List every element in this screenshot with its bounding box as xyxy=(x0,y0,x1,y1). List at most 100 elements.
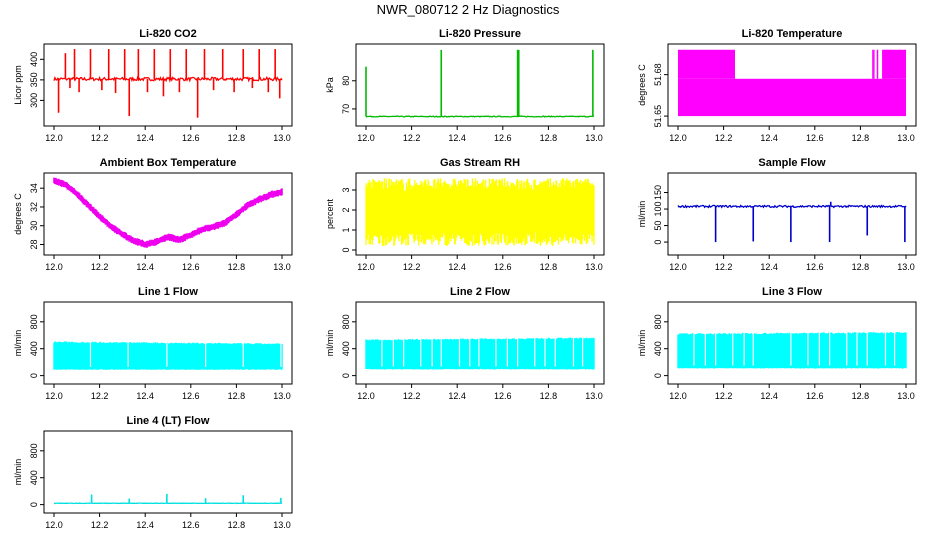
series-band-high xyxy=(882,50,906,79)
y-tick-label: 300 xyxy=(29,93,39,108)
x-tick-label: 13.0 xyxy=(585,391,603,401)
y-tick-label: 400 xyxy=(341,341,351,356)
panel-title: Li-820 Pressure xyxy=(439,28,521,40)
y-tick-label: 51.68 xyxy=(653,63,663,86)
y-axis-label: Licor ppm xyxy=(13,65,23,105)
x-tick-label: 12.6 xyxy=(182,262,200,272)
data-layer xyxy=(678,331,906,368)
y-tick-label: 800 xyxy=(29,443,39,458)
y-tick-label: 400 xyxy=(653,341,663,356)
panel-title: Sample Flow xyxy=(758,157,826,169)
x-tick-label: 12.0 xyxy=(45,391,63,401)
x-tick-label: 12.4 xyxy=(136,133,154,143)
x-tick-label: 13.0 xyxy=(273,262,291,272)
x-tick-label: 12.2 xyxy=(715,391,733,401)
data-layer xyxy=(54,494,282,504)
x-tick-label: 13.0 xyxy=(585,262,603,272)
x-tick-label: 12.0 xyxy=(357,133,375,143)
x-tick-label: 12.6 xyxy=(806,262,824,272)
panel-title: Gas Stream RH xyxy=(440,157,520,169)
x-tick-label: 12.4 xyxy=(448,391,466,401)
y-tick-label: 800 xyxy=(653,314,663,329)
x-tick-label: 12.6 xyxy=(494,133,512,143)
panel-title: Li-820 CO2 xyxy=(139,28,196,40)
y-tick-label: 34 xyxy=(29,183,39,193)
x-tick-label: 12.4 xyxy=(136,520,154,530)
x-tick-label: 12.2 xyxy=(715,262,733,272)
series-band xyxy=(678,79,906,116)
y-axis-label: degrees C xyxy=(637,64,647,106)
panel-li-820-pressure: Li-820 Pressure 12.0 12.2 12.4 12.6 12.8 13.0 7… xyxy=(325,28,604,143)
y-tick-label: 30 xyxy=(29,221,39,231)
x-tick-label: 12.0 xyxy=(45,133,63,143)
x-tick-label: 12.0 xyxy=(357,262,375,272)
y-axis-label: ml/min xyxy=(325,330,335,357)
x-tick-label: 13.0 xyxy=(273,391,291,401)
y-axis-label: ml/min xyxy=(13,330,23,357)
plot-frame xyxy=(356,44,604,126)
x-tick-label: 12.8 xyxy=(540,133,558,143)
x-tick-label: 12.8 xyxy=(228,391,246,401)
data-layer xyxy=(54,339,282,370)
x-tick-label: 12.2 xyxy=(403,391,421,401)
x-tick-label: 12.2 xyxy=(91,133,109,143)
series-line xyxy=(678,205,906,207)
x-tick-label: 12.8 xyxy=(852,133,870,143)
y-axis-label: ml/min xyxy=(13,459,23,486)
y-tick-label: 70 xyxy=(341,104,351,114)
x-tick-label: 12.6 xyxy=(182,133,200,143)
x-tick-label: 13.0 xyxy=(897,133,915,143)
data-layer xyxy=(366,337,594,369)
x-tick-label: 12.2 xyxy=(91,520,109,530)
x-tick-label: 12.2 xyxy=(715,133,733,143)
y-tick-label: 150 xyxy=(653,185,663,200)
plot-frame xyxy=(668,173,916,255)
x-tick-label: 12.6 xyxy=(494,391,512,401)
x-tick-label: 12.4 xyxy=(760,262,778,272)
y-tick-label: 32 xyxy=(29,202,39,212)
y-tick-label: 28 xyxy=(29,239,39,249)
y-axis-label: kPa xyxy=(325,77,335,93)
x-tick-label: 12.4 xyxy=(448,133,466,143)
series-line xyxy=(366,116,594,117)
series-band-high xyxy=(678,50,735,79)
series-band xyxy=(366,337,594,369)
y-tick-label: 0 xyxy=(29,373,39,378)
y-tick-label: 2 xyxy=(341,207,351,212)
y-axis-label: percent xyxy=(325,198,335,229)
series-band xyxy=(678,332,906,369)
x-tick-label: 13.0 xyxy=(585,133,603,143)
x-tick-label: 12.0 xyxy=(45,262,63,272)
y-tick-label: 0 xyxy=(29,502,39,507)
x-tick-label: 12.6 xyxy=(806,133,824,143)
x-tick-label: 12.0 xyxy=(669,133,687,143)
data-layer xyxy=(678,50,906,116)
x-tick-label: 12.0 xyxy=(45,520,63,530)
x-tick-label: 12.4 xyxy=(136,391,154,401)
y-tick-label: 80 xyxy=(341,76,351,86)
y-tick-label: 0 xyxy=(341,373,351,378)
x-tick-label: 12.2 xyxy=(91,262,109,272)
y-tick-label: 100 xyxy=(653,202,663,217)
y-tick-label: 800 xyxy=(29,314,39,329)
x-tick-label: 12.2 xyxy=(403,133,421,143)
x-tick-label: 13.0 xyxy=(273,133,291,143)
y-tick-label: 50 xyxy=(653,221,663,231)
panel-title: Li-820 Temperature xyxy=(742,28,843,40)
panel-title: Line 1 Flow xyxy=(138,286,198,298)
x-tick-label: 12.6 xyxy=(806,391,824,401)
series-band xyxy=(54,341,282,370)
data-layer xyxy=(54,178,282,248)
x-tick-label: 12.6 xyxy=(494,262,512,272)
x-tick-label: 12.0 xyxy=(669,391,687,401)
plot-frame xyxy=(44,44,292,126)
y-tick-label: 400 xyxy=(29,341,39,356)
y-tick-label: 3 xyxy=(341,187,351,192)
